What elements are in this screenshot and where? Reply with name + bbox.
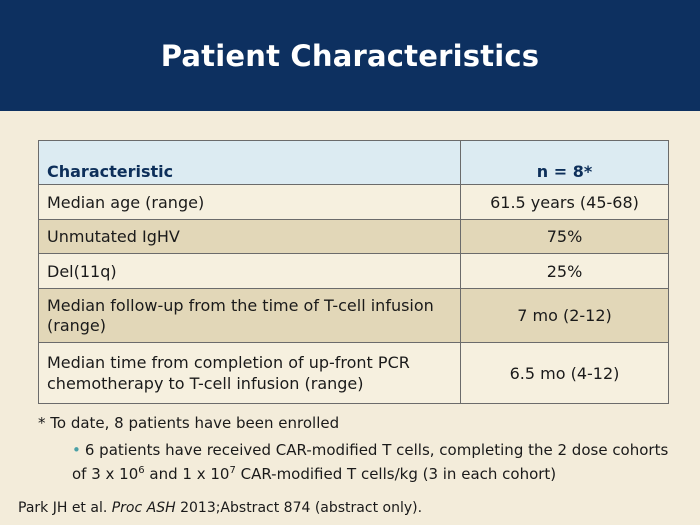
row-label: Median follow-up from the time of T-cell… (38, 288, 461, 343)
column-header-characteristic: Characteristic (38, 140, 461, 185)
exponent-2: 7 (229, 465, 236, 476)
row-label: Del(11q) (38, 253, 461, 289)
table-row: Median follow-up from the time of T-cell… (38, 288, 669, 343)
row-value: 25% (460, 253, 669, 289)
row-value: 6.5 mo (4-12) (460, 342, 669, 404)
bullet-text-2: and 1 x 10 (144, 465, 230, 483)
row-label: Median time from completion of up-front … (38, 342, 461, 404)
row-value: 75% (460, 219, 669, 254)
title-bar: Patient Characteristics (0, 0, 700, 111)
characteristics-table: Characteristic n = 8* Median age (range)… (38, 140, 669, 404)
row-label: Median age (range) (38, 184, 461, 220)
citation: Park JH et al. Proc ASH 2013;Abstract 87… (18, 500, 688, 516)
row-value: 61.5 years (45-68) (460, 184, 669, 220)
bullet-dot-icon: • (72, 441, 81, 459)
bullet-text-3: CAR-modified T cells/kg (3 in each cohor… (235, 465, 557, 483)
citation-rest: 2013;Abstract 874 (abstract only). (175, 500, 423, 516)
citation-journal: Proc ASH (111, 500, 176, 516)
table-header-row: Characteristic n = 8* (38, 140, 669, 185)
exponent-1: 6 (138, 465, 145, 476)
table-row: Median time from completion of up-front … (38, 342, 669, 404)
column-header-n: n = 8* (460, 140, 669, 185)
table-row: Del(11q) 25% (38, 253, 669, 289)
table-row: Median age (range) 61.5 years (45-68) (38, 184, 669, 220)
citation-authors: Park JH et al. (18, 500, 112, 516)
row-value: 7 mo (2-12) (460, 288, 669, 343)
footnote: * To date, 8 patients have been enrolled (38, 414, 340, 432)
bullet-text-1: 6 patients have received CAR-modified T … (72, 441, 669, 483)
table-row: Unmutated IgHV 75% (38, 219, 669, 254)
page-title: Patient Characteristics (160, 38, 540, 73)
bullet-note: • 6 patients have received CAR-modified T… (72, 438, 682, 486)
row-label: Unmutated IgHV (38, 219, 461, 254)
